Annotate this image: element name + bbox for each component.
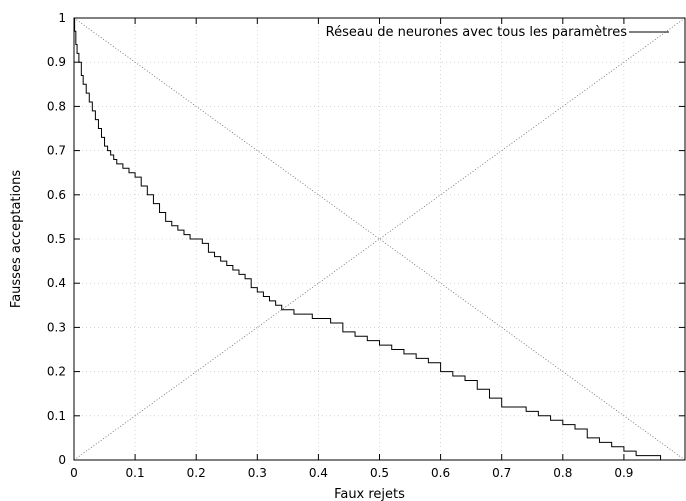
y-tick-label: 0.8	[47, 99, 66, 113]
x-tick-label: 0.5	[370, 466, 389, 480]
x-tick-label: 0.6	[431, 466, 450, 480]
x-tick-label: 0.9	[614, 466, 633, 480]
x-axis-title: Faux rejets	[334, 487, 405, 501]
series-layer	[74, 17, 679, 461]
x-tick-label: 0	[70, 466, 78, 480]
legend: Réseau de neurones avec tous les paramèt…	[326, 25, 669, 40]
x-tick-label: 0.7	[492, 466, 511, 480]
y-tick-label: 0.7	[47, 144, 66, 158]
legend-label: Réseau de neurones avec tous les paramèt…	[326, 25, 628, 40]
y-tick-label: 0.9	[47, 55, 66, 69]
y-tick-label: 0.3	[47, 320, 66, 334]
x-tick-label: 0.8	[553, 466, 572, 480]
y-tick-label: 0.4	[47, 276, 66, 290]
x-tick-label: 0.1	[126, 466, 145, 480]
y-tick-label: 0.1	[47, 409, 66, 423]
x-tick-label: 0.3	[248, 466, 267, 480]
y-tick-label: 0.5	[47, 232, 66, 246]
y-tick-label: 1	[58, 11, 66, 25]
ticks: 0 0.1 0.2 0.3 0.4 0.5 0.6 0.7 0.8 0.9 0 0.1 0.2 0.3 0.…	[47, 11, 685, 480]
x-tick-label: 0.2	[187, 466, 206, 480]
y-axis-title: Fausses acceptations	[9, 170, 24, 308]
grid	[74, 18, 685, 460]
y-tick-label: 0.2	[47, 365, 66, 379]
y-tick-label: 0.6	[47, 188, 66, 202]
x-tick-label: 0.4	[309, 466, 328, 480]
series-line-det-curve	[74, 17, 679, 461]
y-tick-label: 0	[58, 453, 66, 467]
